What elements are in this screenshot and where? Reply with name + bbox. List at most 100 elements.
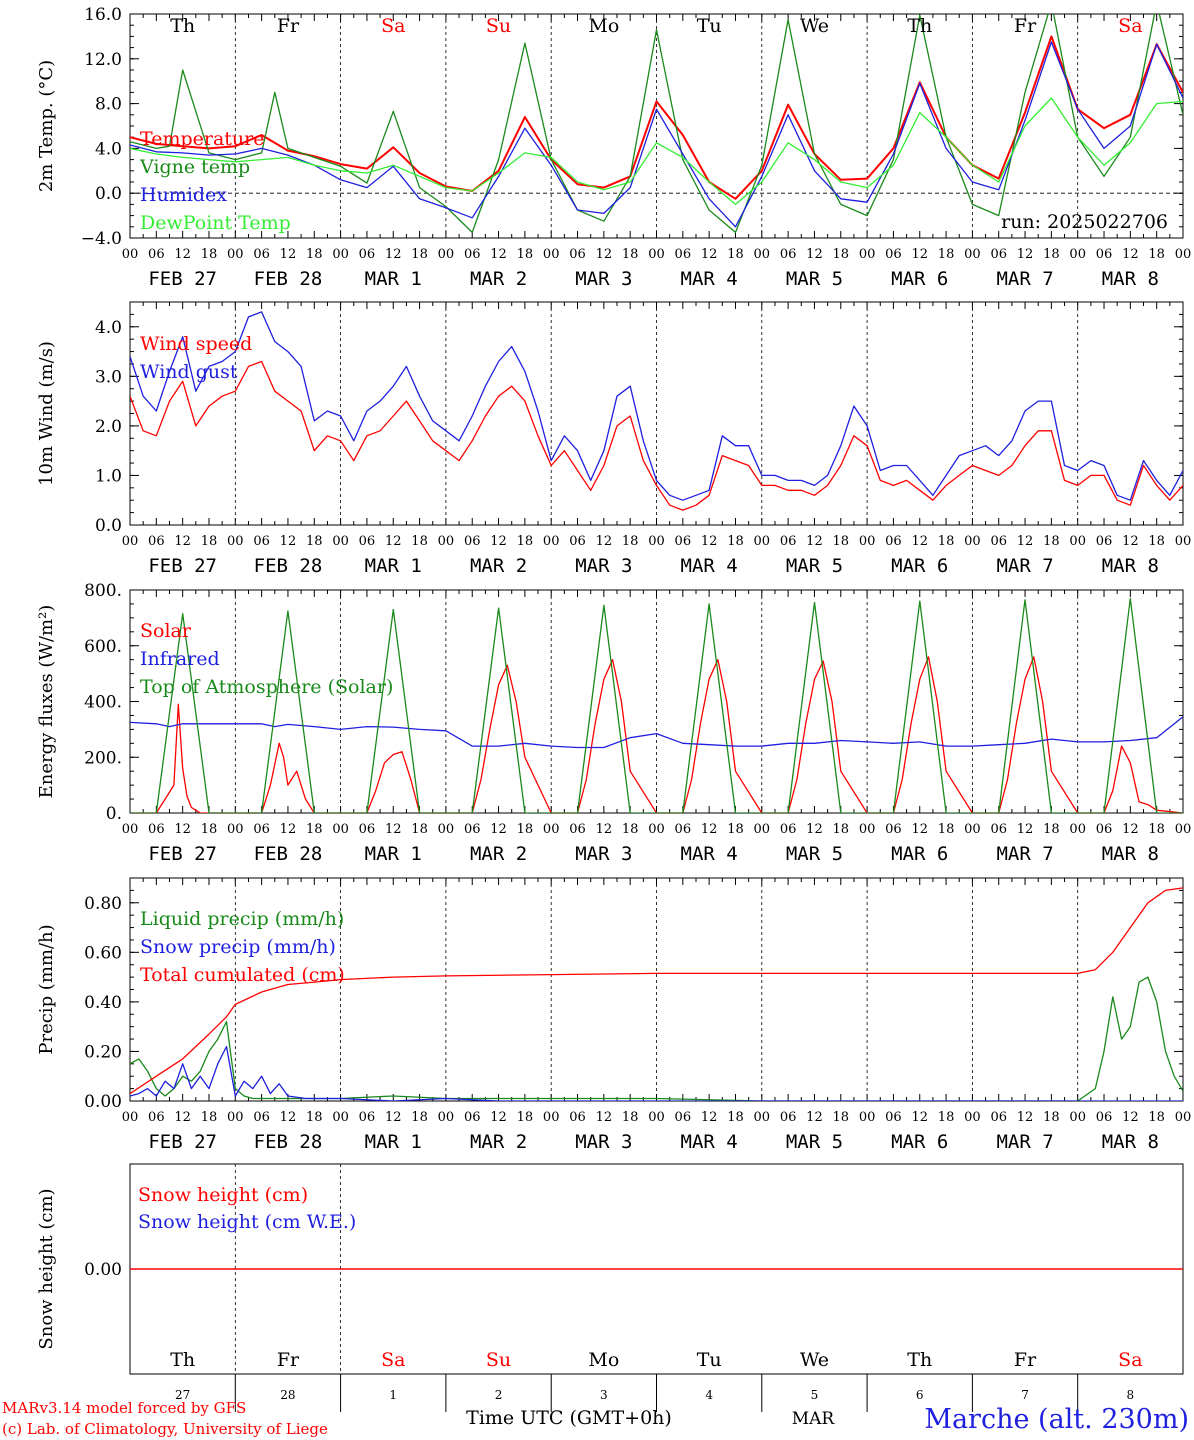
- date-label: MAR 6: [891, 268, 948, 290]
- hour-tick-label: 00: [1175, 534, 1192, 549]
- y-tick-label: 0.60: [84, 943, 122, 963]
- hour-tick-label: 06: [885, 822, 902, 837]
- hour-tick-label: 00: [1069, 534, 1086, 549]
- hour-tick-label: 00: [1175, 822, 1192, 837]
- hour-tick-label: 06: [990, 822, 1007, 837]
- hour-tick-label: 00: [859, 822, 876, 837]
- series-line-humidex: [130, 41, 1183, 228]
- hour-tick-label: 18: [201, 247, 218, 262]
- hour-tick-label: 18: [1148, 1110, 1165, 1125]
- hour-tick-label: 18: [1043, 822, 1060, 837]
- date-label: MAR 7: [996, 555, 1053, 577]
- date-label: MAR 6: [891, 555, 948, 577]
- panel-3: 00 06 12 18 00 06 12 18 00 06 12 18 00 06 12 18 00 06 12 18…: [36, 581, 1191, 865]
- date-label: FEB 28: [254, 1131, 323, 1153]
- y-tick-label: 0.00: [84, 1260, 122, 1280]
- weekday-label-bottom: Th: [907, 1349, 932, 1371]
- hour-tick-label: 06: [253, 1110, 270, 1125]
- hour-tick-label: 18: [1148, 534, 1165, 549]
- hour-tick-label: 12: [490, 822, 507, 837]
- legend-entry: Humidex: [140, 184, 227, 206]
- hour-tick-label: 06: [780, 822, 797, 837]
- hour-tick-label: 06: [990, 247, 1007, 262]
- date-label: MAR 4: [681, 268, 738, 290]
- y-axis-title: Snow height (cm): [36, 1188, 57, 1349]
- hour-tick-label: 00: [438, 247, 455, 262]
- y-tick-label: 200.: [84, 748, 122, 768]
- hour-tick-label: 06: [253, 822, 270, 837]
- hour-tick-label: 00: [754, 1110, 771, 1125]
- hour-tick-label: 06: [1096, 1110, 1113, 1125]
- hour-tick-label: 18: [1148, 822, 1165, 837]
- hour-tick-label: 12: [1017, 247, 1034, 262]
- date-label: MAR 2: [470, 843, 527, 865]
- hour-tick-label: 12: [806, 822, 823, 837]
- plot-frame: [129, 301, 1184, 526]
- hour-tick-label: 06: [464, 1110, 481, 1125]
- date-label: MAR 2: [470, 268, 527, 290]
- hour-tick-label: 12: [174, 1110, 191, 1125]
- weekday-label-bottom: Fr: [1014, 1349, 1037, 1371]
- hour-tick-label: 12: [806, 534, 823, 549]
- hour-tick-label: 12: [174, 822, 191, 837]
- hour-tick-label: 18: [622, 534, 639, 549]
- hour-tick-label: 06: [569, 534, 586, 549]
- hour-tick-label: 18: [727, 534, 744, 549]
- y-tick-label: 12.0: [84, 50, 122, 70]
- date-label: FEB 27: [148, 843, 217, 865]
- date-label: MAR 1: [365, 268, 422, 290]
- hour-tick-label: 18: [938, 822, 955, 837]
- weekday-label-bottom: Fr: [277, 1349, 300, 1371]
- hour-tick-label: 12: [701, 534, 718, 549]
- day-number: 1: [389, 1388, 397, 1402]
- date-label: MAR 8: [1102, 1131, 1159, 1153]
- hour-tick-label: 18: [411, 534, 428, 549]
- hour-tick-label: 00: [332, 534, 349, 549]
- station-label: Marche (alt. 230m): [924, 1404, 1189, 1435]
- hour-tick-label: 00: [543, 1110, 560, 1125]
- series-line-snow-precip-mm-h-: [130, 1045, 1183, 1101]
- hour-tick-label: 12: [701, 247, 718, 262]
- hour-tick-label: 06: [464, 822, 481, 837]
- weekday-label-top: Th: [907, 15, 932, 37]
- hour-tick-label: 06: [148, 534, 165, 549]
- date-label: MAR 8: [1102, 555, 1159, 577]
- hour-tick-label: 06: [885, 1110, 902, 1125]
- hour-tick-label: 00: [438, 1110, 455, 1125]
- weekday-label-bottom: Su: [486, 1349, 511, 1371]
- hour-tick-label: 12: [280, 1110, 297, 1125]
- hour-tick-label: 18: [1043, 1110, 1060, 1125]
- y-tick-label: 800.: [84, 581, 122, 601]
- hour-tick-label: 18: [1043, 534, 1060, 549]
- weekday-label-top: We: [800, 15, 829, 37]
- hour-tick-label: 12: [490, 247, 507, 262]
- date-label: MAR 3: [575, 843, 632, 865]
- hour-tick-label: 12: [280, 247, 297, 262]
- legend-entry: Snow precip (mm/h): [140, 936, 336, 958]
- legend-entry: Wind speed: [140, 333, 252, 355]
- day-number: 28: [280, 1388, 295, 1402]
- weekday-label-bottom: Th: [170, 1349, 195, 1371]
- hour-tick-label: 06: [780, 247, 797, 262]
- hour-tick-label: 00: [648, 534, 665, 549]
- hour-tick-label: 06: [569, 1110, 586, 1125]
- hour-tick-label: 18: [517, 247, 534, 262]
- date-label: FEB 28: [254, 843, 323, 865]
- date-label: MAR 2: [470, 1131, 527, 1153]
- y-tick-label: 4.0: [95, 139, 122, 159]
- hour-tick-label: 12: [911, 822, 928, 837]
- legend-entry: Temperature: [140, 128, 264, 150]
- legend-entry: Infrared: [140, 648, 220, 670]
- x-axis-title: Time UTC (GMT+0h): [466, 1407, 672, 1429]
- hour-tick-label: 06: [1096, 534, 1113, 549]
- hour-tick-label: 18: [306, 822, 323, 837]
- date-label: MAR 5: [786, 268, 843, 290]
- hour-tick-label: 12: [1017, 1110, 1034, 1125]
- weekday-label-bottom: Tu: [697, 1349, 722, 1371]
- hour-tick-label: 18: [517, 1110, 534, 1125]
- credit-line-2: (c) Lab. of Climatology, University of L…: [2, 1420, 328, 1438]
- legend-entry: Total cumulated (cm): [140, 964, 345, 986]
- date-label: MAR 8: [1102, 268, 1159, 290]
- y-axis-title: 10m Wind (m/s): [36, 341, 57, 486]
- hour-tick-label: 18: [833, 1110, 850, 1125]
